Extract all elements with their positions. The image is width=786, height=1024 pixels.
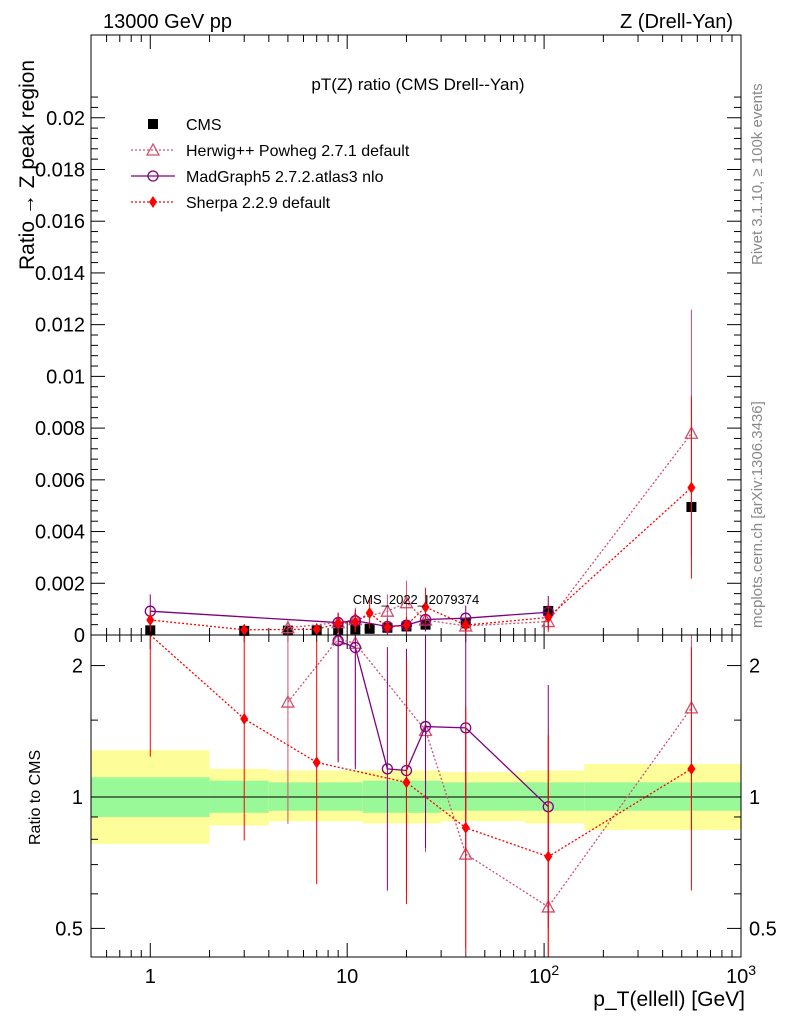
main-data-point	[240, 623, 249, 636]
main-data-point	[351, 616, 360, 629]
main-y-tick-label: 0.01	[46, 366, 85, 388]
main-data-point	[312, 623, 321, 636]
rivet-version-label: Rivet 3.1.10, ≥ 100k events	[749, 83, 766, 265]
legend-label: Sherpa 2.2.9 default	[186, 195, 331, 212]
x-tick-label: 103	[726, 962, 756, 988]
ratio-panel-frame	[90, 634, 742, 958]
main-y-tick-label: 0.004	[35, 522, 85, 544]
main-y-tick-label: 0.006	[35, 470, 85, 492]
main-y-tick-label: 0.008	[35, 418, 85, 440]
main-y-tick-label: 0.012	[35, 315, 85, 337]
legend-marker	[147, 170, 159, 182]
ratio-data-point	[419, 720, 432, 733]
main-panel-series	[144, 309, 699, 636]
mcplots-label: mcplots.cern.ch [arXiv:1306.3436]	[749, 401, 766, 628]
x-axis-label: p_T(ellell) [GeV]	[593, 988, 745, 1011]
ratio-data-point	[280, 694, 296, 708]
main-y-axis-label: Ratio → Z peak region	[16, 60, 39, 270]
ratio-y-tick-label-right: 0.5	[749, 918, 777, 940]
main-y-tick-label: 0.02	[46, 108, 85, 130]
legend-marker	[148, 119, 158, 129]
ratio-data-point	[349, 641, 361, 654]
main-y-tick-label: 0	[74, 625, 85, 647]
ratio-panel-uncertainty-bands	[91, 750, 741, 845]
ratio-y-tick-label: 0.5	[55, 918, 83, 940]
main-data-point	[380, 603, 395, 617]
legend-label: Herwig++ Powheg 2.7.1 default	[186, 143, 410, 160]
main-series-line	[287, 432, 692, 629]
ratio-data-point	[381, 763, 394, 775]
main-panel-axes: 0 0.002 0.004 0.006 0.008 0.01 0.012 0.014 0.016…	[35, 35, 741, 647]
main-data-point	[383, 621, 392, 634]
legend-marker	[145, 142, 161, 156]
main-data-point	[146, 614, 155, 626]
x-tick-label: 102	[529, 962, 559, 988]
main-data-point	[280, 620, 296, 634]
main-data-point	[544, 611, 553, 624]
ratio-data-point	[687, 762, 696, 775]
x-axis-label-text: p_T(ellell) [GeV]	[593, 988, 745, 1011]
main-data-point	[399, 595, 414, 609]
ratio-y-axis-label: Ratio to CMS	[27, 750, 44, 845]
main-y-tick-label: 0.016	[35, 211, 85, 233]
main-y-tick-label: 0.014	[35, 263, 85, 285]
ratio-data-point	[240, 712, 249, 725]
main-data-point	[687, 481, 696, 494]
main-plot-title: pT(Z) ratio (CMS Drell--Yan)	[311, 75, 524, 94]
legend-label: MadGraph5 2.7.2.atlas3 nlo	[186, 169, 384, 186]
ratio-data-point	[332, 635, 344, 647]
ratio-data-point	[402, 776, 411, 789]
ratio-y-tick-label-right: 1	[749, 787, 760, 809]
main-data-point	[421, 601, 430, 614]
ratio-data-point	[544, 850, 553, 863]
ratio-y-tick-label-right: 2	[749, 656, 760, 678]
ratio-panel-axes: 1 10 102 103 0.5 0.5 1 1 2 2	[55, 635, 777, 988]
ratio-panel-series	[149, 631, 699, 957]
legend: CMS Herwig++ Powheg 2.7.1 default MadGraph…	[131, 117, 410, 212]
watermark: CMS_2022_I2079374	[353, 592, 480, 607]
main-data-point	[365, 607, 374, 620]
main-y-tick-label: 0.018	[35, 159, 85, 181]
main-series-line	[150, 487, 692, 631]
main-data-point	[334, 617, 343, 630]
main-y-tick-label: 0.002	[35, 573, 85, 595]
main-data-point	[461, 619, 470, 632]
ratio-data-point	[312, 756, 321, 769]
header-energy-label: 13000 GeV pp	[103, 11, 232, 33]
main-data-point	[402, 619, 411, 632]
x-tick-label: 1	[145, 966, 156, 988]
header-process-label: Z (Drell-Yan)	[620, 11, 733, 33]
legend-label: CMS	[186, 117, 222, 134]
ratio-data-point	[461, 821, 470, 834]
x-tick-label: 10	[336, 966, 358, 988]
ratio-y-tick-label: 2	[72, 656, 83, 678]
legend-marker	[149, 196, 157, 208]
ratio-y-tick-label: 1	[72, 787, 83, 809]
